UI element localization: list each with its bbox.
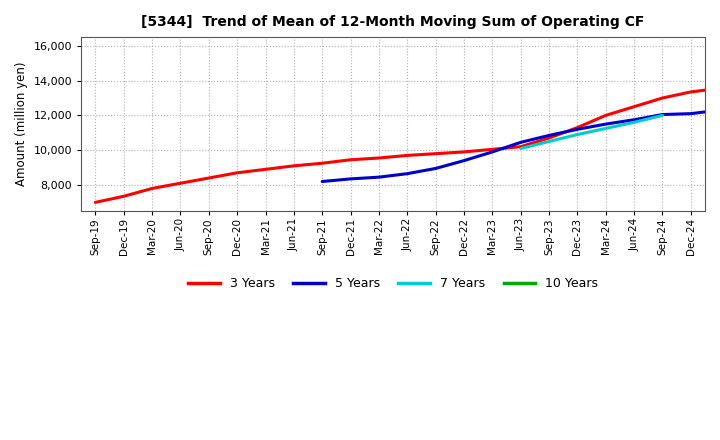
Title: [5344]  Trend of Mean of 12-Month Moving Sum of Operating CF: [5344] Trend of Mean of 12-Month Moving … <box>141 15 645 29</box>
Y-axis label: Amount (million yen): Amount (million yen) <box>15 62 28 187</box>
Legend: 3 Years, 5 Years, 7 Years, 10 Years: 3 Years, 5 Years, 7 Years, 10 Years <box>184 272 603 295</box>
